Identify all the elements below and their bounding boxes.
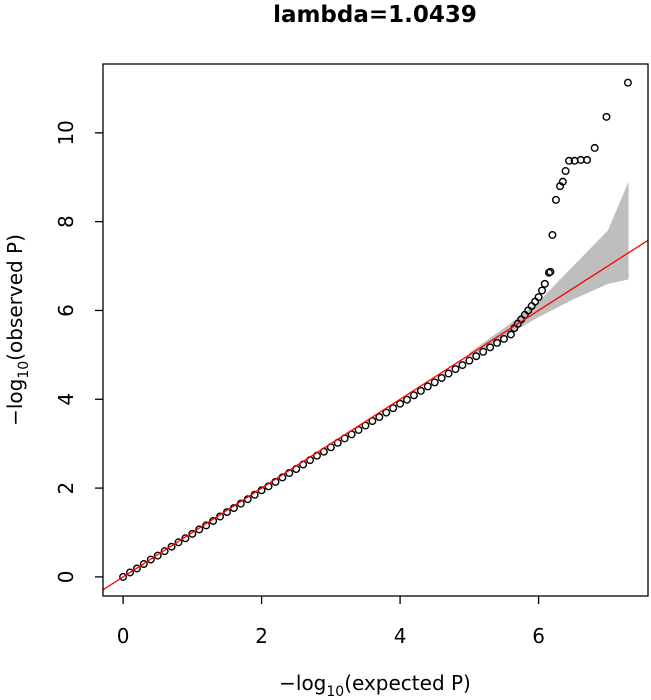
point: [181, 534, 190, 543]
point: [602, 112, 611, 121]
point: [534, 293, 543, 302]
point: [451, 365, 460, 374]
point: [458, 361, 467, 370]
point: [375, 413, 384, 422]
y-label-part: −log: [3, 379, 27, 426]
y-axis-label: −log10(observed P): [3, 234, 32, 426]
point: [188, 529, 197, 538]
plot-area: [103, 78, 648, 591]
point: [558, 177, 567, 186]
point: [472, 352, 481, 361]
reference-line: [103, 239, 648, 591]
point: [540, 279, 549, 288]
x-label-part: −log: [279, 671, 326, 695]
point: [174, 538, 183, 547]
point: [444, 369, 453, 378]
point: [493, 338, 502, 347]
point: [499, 334, 508, 343]
point: [146, 555, 155, 564]
point: [437, 373, 446, 382]
point: [506, 330, 515, 339]
point: [538, 286, 547, 295]
point: [416, 386, 425, 395]
point: [119, 572, 128, 581]
y-tick-label: 2: [54, 482, 78, 495]
y-tick-label: 6: [54, 304, 78, 317]
y-tick-label: 8: [54, 215, 78, 228]
point: [486, 343, 495, 352]
point: [382, 408, 391, 417]
x-label-part: (expected P): [344, 671, 471, 695]
point: [132, 564, 141, 573]
point: [479, 347, 488, 356]
chart-title: lambda=1.0439: [273, 2, 477, 28]
x-tick-label: 6: [532, 624, 545, 648]
x-axis-label: −log10(expected P): [279, 671, 471, 696]
point: [126, 568, 135, 577]
y-tick-label: 0: [54, 571, 78, 584]
x-tick-label: 0: [117, 624, 130, 648]
point: [389, 404, 398, 413]
y-tick-label: 4: [54, 393, 78, 406]
point: [160, 547, 169, 556]
point: [396, 399, 405, 408]
point: [403, 395, 412, 404]
point: [548, 230, 557, 239]
x-label-part: 10: [326, 684, 344, 696]
point: [551, 195, 560, 204]
point: [531, 297, 540, 306]
x-tick-label: 4: [394, 624, 407, 648]
point: [623, 78, 632, 87]
point: [465, 356, 474, 365]
y-label-part: (observed P): [3, 234, 27, 361]
point: [139, 560, 148, 569]
point: [423, 382, 432, 391]
point: [546, 267, 555, 276]
point: [590, 143, 599, 152]
point: [583, 155, 592, 164]
confidence-band: [469, 181, 629, 358]
point: [153, 551, 162, 560]
y-label-part: 10: [16, 361, 32, 379]
point: [167, 542, 176, 551]
point: [565, 156, 574, 165]
point: [430, 378, 439, 387]
y-tick-label: 10: [54, 120, 78, 145]
point: [561, 167, 570, 176]
point: [409, 391, 418, 400]
x-tick-label: 2: [255, 624, 268, 648]
point: [195, 525, 204, 534]
plot-frame: [102, 63, 649, 597]
